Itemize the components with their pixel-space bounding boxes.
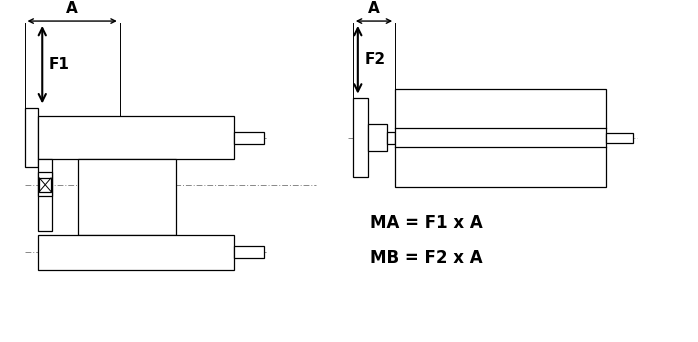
Bar — [387, 132, 395, 144]
Text: F2: F2 — [364, 52, 386, 67]
Bar — [353, 98, 368, 177]
Text: MA = F1 x A: MA = F1 x A — [369, 214, 482, 232]
Text: A: A — [368, 1, 380, 16]
Bar — [24, 108, 38, 167]
Bar — [38, 116, 235, 159]
Bar — [38, 235, 235, 270]
Bar — [235, 247, 264, 258]
Bar — [395, 89, 606, 187]
Bar — [368, 124, 387, 152]
Bar — [38, 172, 52, 197]
Bar — [235, 132, 264, 144]
Bar — [38, 159, 52, 231]
Text: A: A — [66, 1, 78, 16]
Bar — [39, 178, 51, 192]
Bar — [606, 133, 633, 143]
Text: MB = F2 x A: MB = F2 x A — [369, 249, 482, 267]
Bar — [77, 159, 175, 235]
Text: F1: F1 — [49, 57, 70, 72]
